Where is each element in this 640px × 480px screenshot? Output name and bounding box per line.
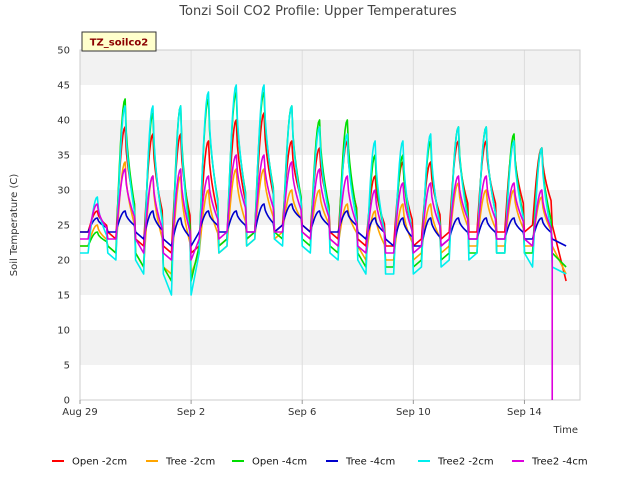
legend-label: Open -4cm — [252, 457, 307, 468]
legend-label: Open -2cm — [72, 457, 127, 468]
y-band — [80, 155, 580, 190]
series-line-tree2-2cm — [80, 84, 567, 296]
y-tick-label: 0 — [64, 396, 70, 407]
dataset-badge-label: TZ_soilco2 — [90, 38, 149, 49]
series-line-tree2-4cm — [80, 154, 554, 400]
y-tick-label: 10 — [57, 326, 70, 337]
x-tick-label: Aug 29 — [62, 407, 97, 418]
y-band — [80, 50, 580, 85]
x-tick-label: Sep 14 — [507, 407, 542, 418]
y-band — [80, 85, 580, 120]
chart-title: Tonzi Soil CO2 Profile: Upper Temperatur… — [178, 4, 457, 19]
legend-label: Tree -4cm — [345, 457, 395, 468]
x-tick-label: Sep 10 — [396, 407, 431, 418]
y-tick-label: 45 — [57, 81, 70, 92]
dataset-badge: TZ_soilco2 — [81, 31, 157, 52]
plot-frame — [79, 49, 581, 401]
x-tick-label: Sep 2 — [177, 407, 205, 418]
x-tick-label: Sep 6 — [288, 407, 316, 418]
y-band — [80, 260, 580, 295]
legend-label: Tree -2cm — [165, 457, 215, 468]
y-band — [80, 295, 580, 330]
y-band — [80, 330, 580, 365]
y-tick-label: 20 — [57, 256, 70, 267]
y-tick-label: 25 — [57, 221, 70, 232]
y-tick-label: 40 — [57, 116, 70, 127]
y-tick-label: 5 — [64, 361, 70, 372]
y-tick-label: 15 — [57, 291, 70, 302]
legend-label: Tree2 -4cm — [531, 457, 588, 468]
y-band — [80, 120, 580, 155]
y-tick-label: 35 — [57, 151, 70, 162]
legend: Open -2cm Tree -2cm Open -4cm Tree -4cm Tree… — [52, 457, 588, 468]
legend-label: Tree2 -2cm — [437, 457, 494, 468]
y-axis-label: Soil Temperature (C) — [9, 174, 20, 277]
x-axis-label: Time — [553, 425, 578, 436]
y-tick-label: 30 — [57, 186, 70, 197]
y-tick-label: 50 — [57, 46, 70, 57]
y-band — [80, 365, 580, 400]
